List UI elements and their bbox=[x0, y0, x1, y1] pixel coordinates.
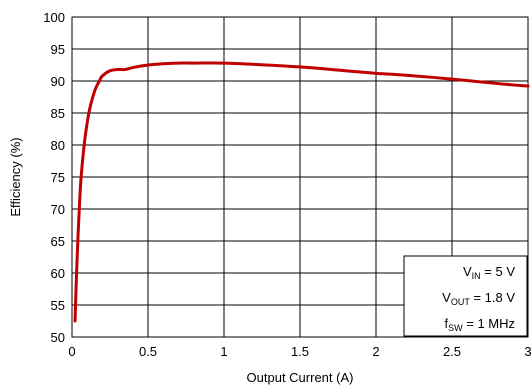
y-tick-label: 70 bbox=[51, 202, 65, 217]
x-tick-label: 0.5 bbox=[139, 344, 157, 359]
x-tick-label: 2.5 bbox=[443, 344, 461, 359]
y-tick-label: 90 bbox=[51, 74, 65, 89]
y-axis-ticks: 50 55 60 65 70 75 80 85 90 95 100 bbox=[43, 10, 65, 345]
x-axis-title: Output Current (A) bbox=[247, 370, 354, 385]
x-tick-label: 1 bbox=[220, 344, 227, 359]
y-tick-label: 75 bbox=[51, 170, 65, 185]
y-tick-label: 95 bbox=[51, 42, 65, 57]
y-tick-label: 85 bbox=[51, 106, 65, 121]
y-tick-label: 80 bbox=[51, 138, 65, 153]
y-tick-label: 55 bbox=[51, 298, 65, 313]
annotation-vout: VOUT = 1.8 V bbox=[442, 290, 515, 307]
y-tick-label: 100 bbox=[43, 10, 65, 25]
y-tick-label: 60 bbox=[51, 266, 65, 281]
x-tick-label: 3 bbox=[524, 344, 531, 359]
conditions-legend: VIN = 5 V VOUT = 1.8 V fSW = 1 MHz bbox=[403, 255, 528, 337]
conditions-legend-box bbox=[403, 255, 528, 337]
x-tick-label: 2 bbox=[372, 344, 379, 359]
plot-area bbox=[71, 16, 529, 338]
annotation-fsw: fSW = 1 MHz bbox=[445, 316, 516, 333]
x-tick-label: 1.5 bbox=[291, 344, 309, 359]
x-tick-label: 0 bbox=[68, 344, 75, 359]
annotation-vin: VIN = 5 V bbox=[463, 264, 515, 281]
x-axis-ticks: 0 0.5 1 1.5 2 2.5 3 bbox=[68, 344, 531, 359]
y-tick-label: 50 bbox=[51, 330, 65, 345]
efficiency-series-line bbox=[73, 61, 530, 323]
y-tick-label: 65 bbox=[51, 234, 65, 249]
y-axis-title: Efficiency (%) bbox=[8, 137, 23, 216]
